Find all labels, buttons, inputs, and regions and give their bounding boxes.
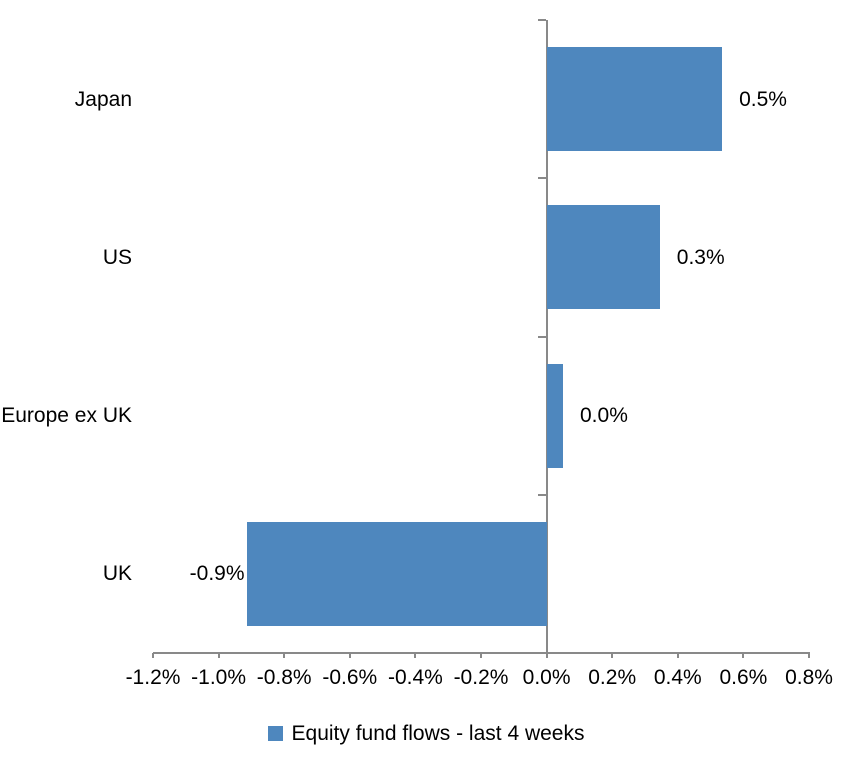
bar-japan — [546, 47, 723, 152]
value-label-uk: -0.9% — [189, 562, 245, 586]
x-axis-tick — [217, 653, 220, 658]
x-axis-tick — [480, 653, 482, 658]
bar-uk — [246, 521, 547, 626]
x-axis-tick-label: -1.2% — [125, 666, 181, 689]
x-axis-tick — [348, 653, 351, 658]
value-label-japan: 0.5% — [739, 87, 787, 111]
category-axis-tick — [537, 493, 546, 496]
category-axis-tick — [537, 177, 546, 180]
x-axis-tick-label: -0.6% — [322, 666, 378, 689]
value-label-europe-ex-uk: 0.0% — [580, 404, 628, 428]
x-axis-tick — [152, 653, 154, 658]
x-axis-tick — [414, 653, 417, 658]
category-axis-tick — [537, 335, 546, 338]
x-axis-tick-label: -0.4% — [387, 666, 443, 689]
bar-us — [546, 205, 660, 310]
category-label-us: US — [102, 245, 132, 269]
category-axis-tick — [537, 19, 546, 21]
legend-label: Equity fund flows - last 4 weeks — [291, 721, 585, 745]
category-label-japan: Japan — [74, 87, 132, 111]
x-axis-tick-label: -0.8% — [256, 666, 312, 689]
x-axis-tick — [545, 653, 548, 658]
x-axis-tick — [283, 653, 286, 658]
x-axis-tick-label: -1.0% — [191, 666, 247, 689]
category-axis-line — [545, 20, 548, 653]
bar-europe-ex-uk — [546, 363, 563, 468]
x-axis-tick-label: 0.6% — [719, 666, 768, 689]
value-label-us: 0.3% — [676, 245, 725, 269]
x-axis-tick — [676, 653, 679, 658]
x-axis-tick-label: 0.4% — [653, 666, 702, 689]
category-label-europe-ex-uk: Europe ex UK — [1, 404, 132, 428]
x-axis-tick-label: -0.2% — [453, 666, 509, 689]
legend-marker-icon — [267, 725, 283, 741]
x-axis-tick-label: 0.0% — [522, 666, 571, 689]
x-axis-tick — [808, 653, 810, 658]
legend: Equity fund flows - last 4 weeks — [0, 719, 852, 747]
x-axis-tick-label: 0.8% — [785, 666, 833, 689]
x-axis-tick-label: 0.2% — [588, 666, 637, 689]
x-axis-tick — [742, 653, 745, 658]
x-axis-tick — [611, 653, 614, 658]
category-label-uk: UK — [102, 562, 132, 586]
